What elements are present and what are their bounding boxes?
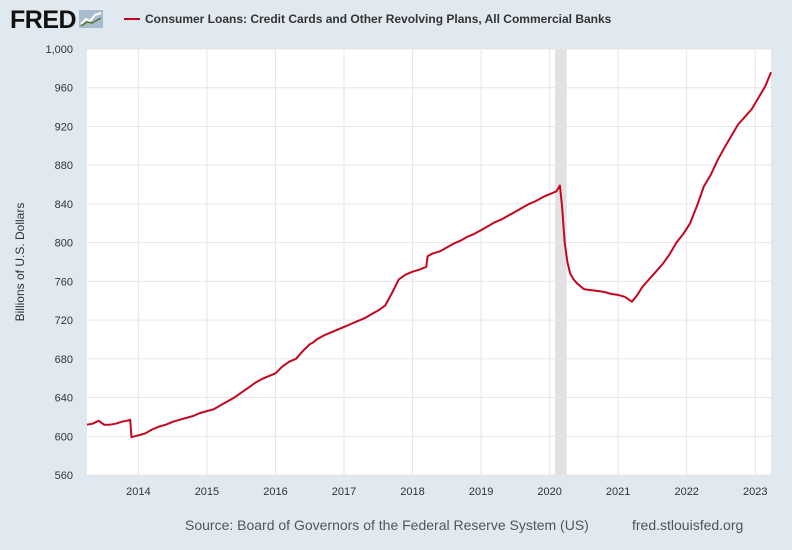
x-tick-label: 2019	[469, 486, 493, 498]
recession-band	[555, 49, 567, 475]
y-tick-label: 600	[55, 431, 73, 443]
x-tick-label: 2020	[537, 486, 561, 498]
fred-logo[interactable]: FRED	[10, 6, 104, 34]
recession-shading	[555, 49, 567, 475]
y-axis-label: Billions of U.S. Dollars	[13, 203, 27, 322]
logo-text: FRED	[10, 6, 77, 34]
y-tick-label: 800	[55, 238, 73, 250]
y-tick-label: 880	[55, 160, 73, 172]
y-tick-label: 560	[55, 470, 73, 482]
header: FRED	[10, 6, 104, 34]
source-note: Source: Board of Governors of the Federa…	[185, 517, 589, 533]
gridlines	[87, 48, 771, 476]
y-tick-label: 640	[55, 393, 73, 405]
x-tick-label: 2017	[332, 486, 356, 498]
x-tick-label: 2018	[400, 486, 424, 498]
x-tick-label: 2014	[126, 486, 150, 498]
legend-swatch	[124, 18, 140, 20]
series-layer	[86, 71, 772, 439]
x-tick-label: 2015	[195, 486, 219, 498]
y-tick-label: 760	[55, 276, 73, 288]
x-tick-label: 2023	[743, 486, 767, 498]
plot-area	[87, 49, 771, 475]
x-tick-label: 2021	[606, 486, 630, 498]
series-line	[86, 71, 772, 439]
y-tick-label: 1,000	[45, 44, 73, 56]
legend-label: Consumer Loans: Credit Cards and Other R…	[145, 12, 612, 26]
fred-link[interactable]: fred.stlouisfed.org	[632, 517, 744, 533]
line-chart-icon	[79, 9, 104, 33]
y-tick-label: 720	[55, 315, 73, 327]
x-axis-ticks: 2014 2015 2016 2017 2018 2019 2020 2021 2022 2023	[126, 486, 767, 498]
y-tick-label: 920	[55, 121, 73, 133]
y-tick-label: 960	[55, 83, 73, 95]
y-tick-label: 680	[55, 354, 73, 366]
x-tick-label: 2016	[263, 486, 287, 498]
x-tick-label: 2022	[674, 486, 698, 498]
y-axis-ticks: 560 600 640 680 720 760 800 840 880 920 960 1,000	[45, 44, 73, 482]
chart-legend: Consumer Loans: Credit Cards and Other R…	[124, 12, 611, 26]
y-tick-label: 840	[55, 199, 73, 211]
